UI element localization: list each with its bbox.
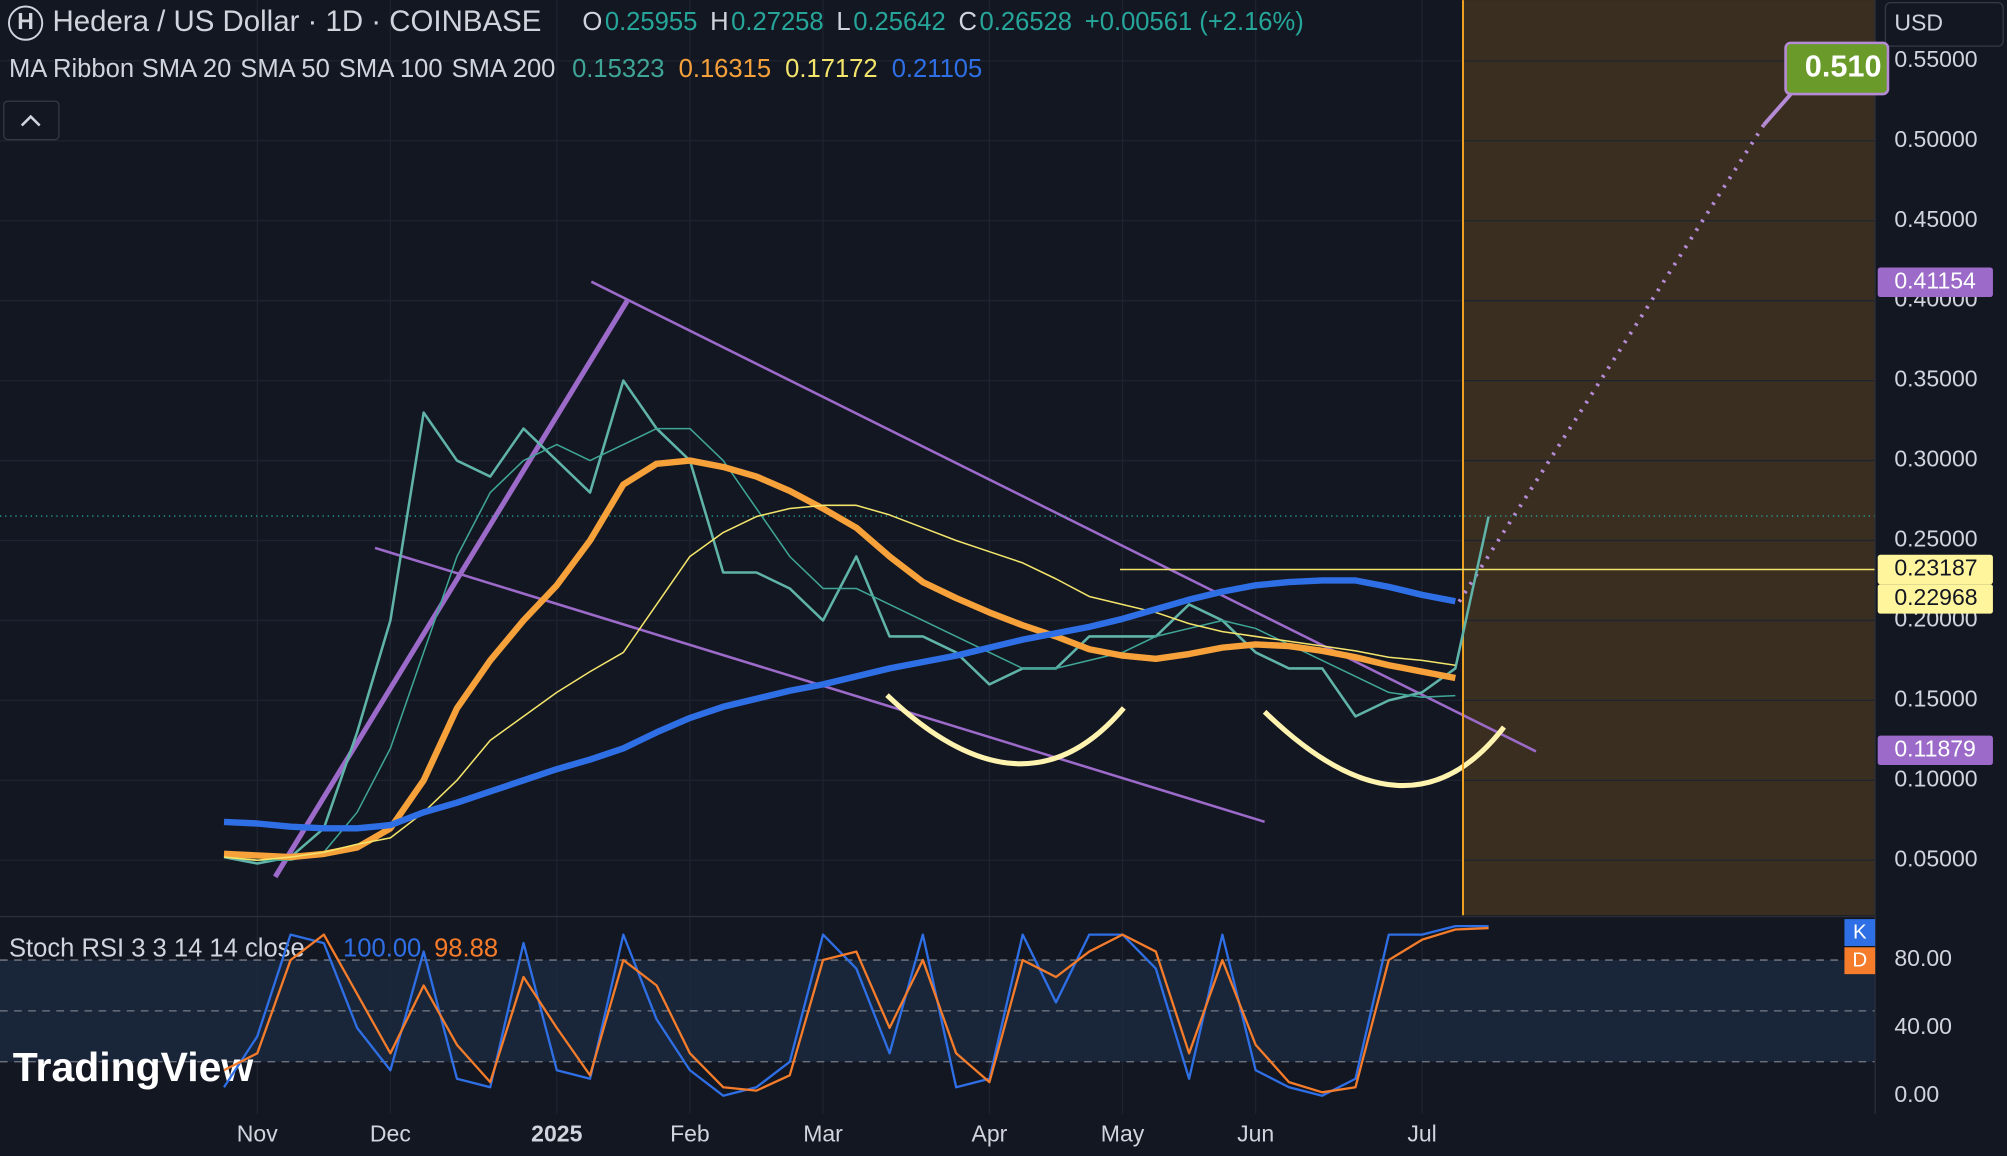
- x-tick-label: Jul: [1407, 1121, 1436, 1147]
- legend-value: 0.15323: [572, 55, 664, 83]
- x-tick-label: Mar: [803, 1121, 843, 1147]
- target-tag: [1784, 41, 1890, 96]
- y-tick-label: 0.50000: [1894, 126, 1977, 152]
- y-tick-label: 0.45000: [1894, 206, 1977, 232]
- x-tick-label: Feb: [670, 1121, 710, 1147]
- series-line: [223, 924, 1489, 1097]
- symbol-icon-ring: [7, 5, 44, 41]
- ohlc-value: 0.26528: [980, 8, 1072, 36]
- target-label: 0.510: [1805, 49, 1882, 84]
- currency: USD: [1894, 9, 1943, 35]
- collapse-icon: [20, 114, 41, 127]
- chart-title: Hedera / US Dollar · 1D · COINBASE: [52, 5, 541, 38]
- y-tick-label: 0.05000: [1894, 845, 1977, 871]
- y-tick-label: 0.00: [1894, 1081, 1939, 1107]
- legend-value: 100.00: [343, 935, 421, 963]
- y-tick-label: 80.00: [1894, 945, 1952, 971]
- price-tag: [1877, 735, 1993, 766]
- x-tick-label: Jun: [1237, 1121, 1274, 1147]
- ohlc-label: C: [958, 8, 976, 36]
- pattern-arc: [885, 693, 1126, 767]
- x-tick-label: Apr: [972, 1121, 1008, 1147]
- legend-entry: SMA 100: [339, 55, 443, 83]
- collapse-button[interactable]: [3, 100, 60, 141]
- ohlc-value: 0.25955: [605, 8, 697, 36]
- x-tick-label: May: [1101, 1121, 1145, 1147]
- forecast-zone: [1463, 0, 1876, 916]
- series-badge-label: K: [1853, 921, 1867, 944]
- price-tag-label: 0.22968: [1894, 584, 1977, 610]
- legend-entry: SMA 200: [452, 55, 556, 83]
- indicator-name: MA Ribbon: [9, 55, 134, 83]
- price-tag: [1877, 584, 1993, 614]
- legend-value: 0.16315: [679, 55, 771, 83]
- series-badge-label: D: [1852, 949, 1867, 972]
- ohlc-value: 0.27258: [731, 8, 823, 36]
- price-tag-label: 0.41154: [1894, 267, 1976, 293]
- x-tick-label: 2025: [531, 1121, 582, 1147]
- logo: TradingView: [13, 1044, 254, 1090]
- currency-button[interactable]: [1884, 2, 2004, 47]
- legend-value: 0.17172: [785, 55, 877, 83]
- trendline: [590, 280, 1537, 753]
- ohlc-label: O: [582, 8, 602, 36]
- legend-value: 98.88: [434, 935, 498, 963]
- grid: [0, 0, 1876, 1114]
- price-line: [223, 379, 1490, 865]
- target-callout: [1762, 91, 1794, 127]
- price-tag: [1877, 267, 1993, 297]
- x-tick-label: Dec: [370, 1121, 411, 1147]
- series-line: [223, 504, 1456, 862]
- legend-entry: SMA 50: [240, 55, 330, 83]
- legend-value: 0.21105: [892, 55, 983, 83]
- price-tag: [1877, 554, 1993, 585]
- y-tick-label: 0.35000: [1894, 366, 1977, 392]
- y-tick-label: 0.25000: [1894, 526, 1977, 552]
- price-tag-label: 0.11879: [1894, 735, 1975, 761]
- indicator-title: Stoch RSI 3 3 14 14 close: [9, 935, 305, 963]
- ohlc-label: L: [836, 8, 850, 36]
- series-line: [223, 457, 1456, 861]
- y-tick-label: 0.10000: [1894, 765, 1977, 791]
- price-change: +0.00561 (+2.16%): [1085, 8, 1304, 36]
- series-line: [223, 577, 1456, 832]
- series-line: [223, 427, 1456, 862]
- projection: [1457, 123, 1766, 603]
- y-tick-label: 0.55000: [1894, 46, 1977, 72]
- price-tag-label: 0.23187: [1894, 555, 1977, 581]
- ohlc-value: 0.25642: [853, 8, 945, 36]
- y-tick-label: 40.00: [1894, 1013, 1952, 1039]
- symbol-icon: H: [17, 8, 34, 34]
- legend-entry: SMA 20: [142, 55, 232, 83]
- x-tick-label: Nov: [237, 1121, 278, 1147]
- series-badge: [1844, 919, 1876, 946]
- pattern-arc: [1262, 709, 1506, 788]
- series-badge: [1844, 947, 1876, 975]
- ohlc-label: H: [710, 8, 728, 36]
- trendline: [273, 299, 630, 879]
- y-tick-label: 0.15000: [1894, 685, 1977, 711]
- series-line: [223, 926, 1489, 1094]
- y-tick-label: 0.30000: [1894, 446, 1977, 472]
